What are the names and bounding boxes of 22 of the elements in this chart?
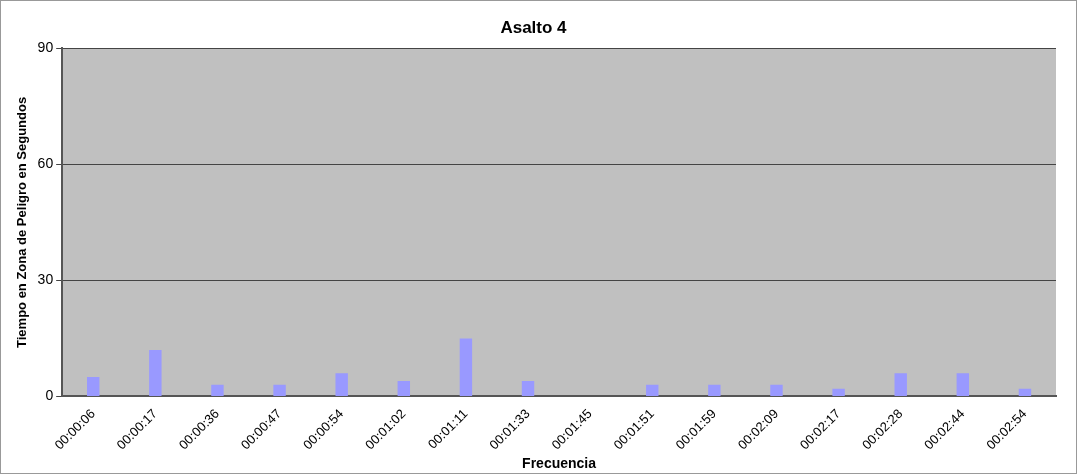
bar: [87, 377, 100, 396]
bar: [894, 373, 907, 396]
bar: [770, 384, 783, 396]
y-tick-label: 0: [45, 387, 54, 404]
bar: [956, 373, 970, 396]
bar: [149, 349, 162, 396]
x-axis-title: Frecuencia: [522, 455, 597, 472]
y-tick-label: 60: [37, 155, 54, 172]
y-axis-title: Tiempo en Zona de Peligro en Segundos: [14, 96, 30, 348]
bar: [646, 384, 659, 396]
chart-title: Asalto 4: [500, 17, 568, 37]
bar: [832, 388, 845, 396]
bar: [211, 384, 224, 396]
bar: [708, 384, 721, 396]
y-tick-label: 90: [37, 39, 54, 56]
bar: [397, 380, 411, 396]
bar: [459, 338, 473, 396]
bar: [273, 384, 286, 396]
bar: [1018, 388, 1032, 396]
bar: [335, 373, 348, 396]
bar: [521, 380, 535, 396]
y-tick-label: 30: [37, 271, 54, 288]
